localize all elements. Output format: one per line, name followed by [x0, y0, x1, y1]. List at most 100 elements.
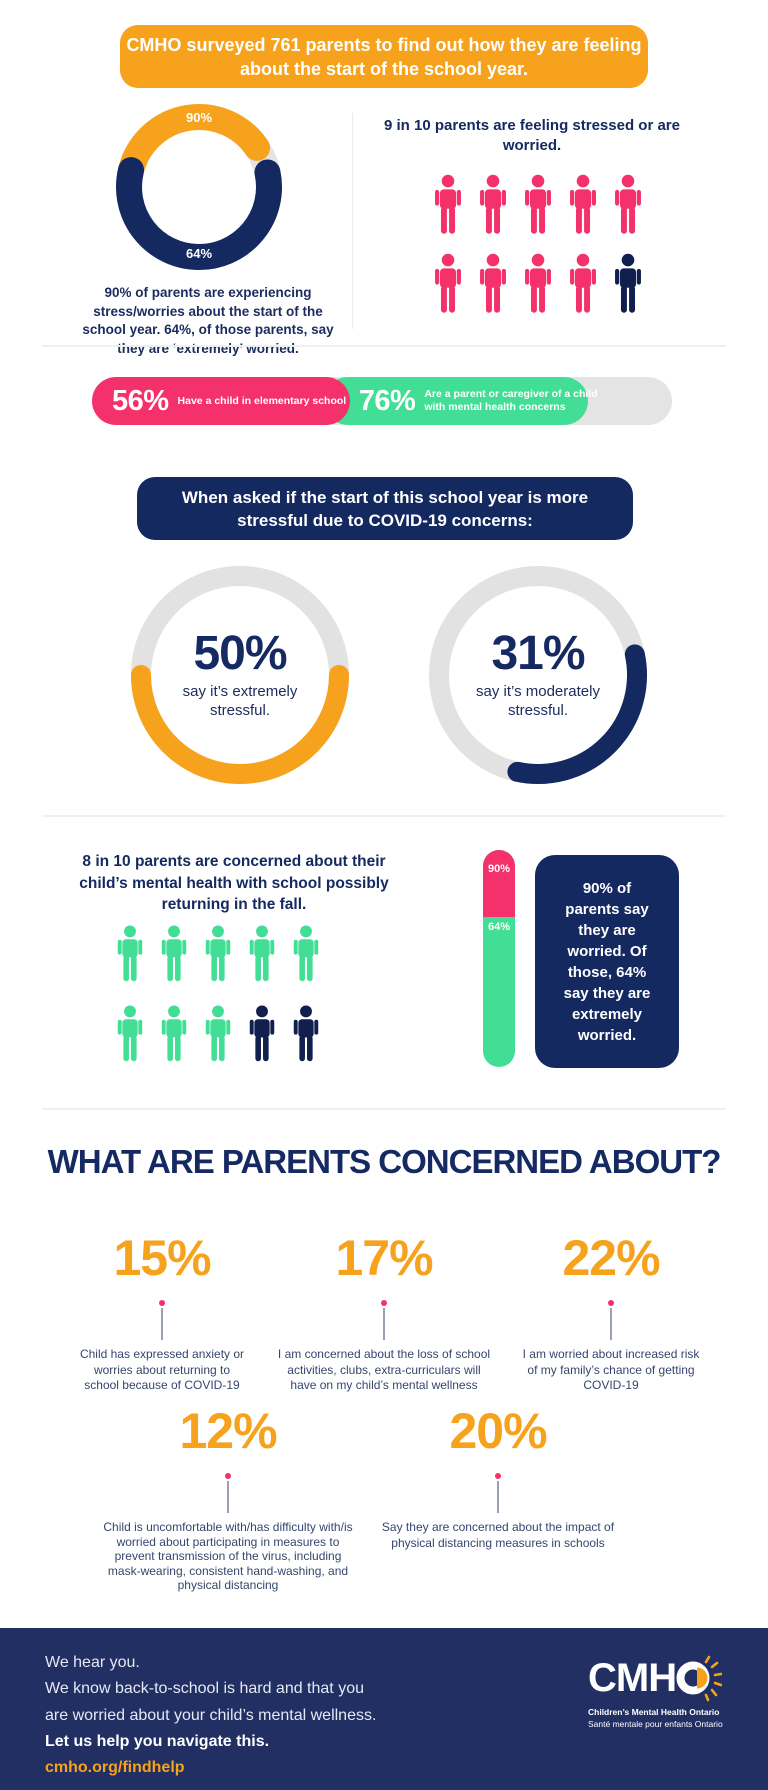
stat-connector-line	[161, 1308, 163, 1340]
cmho-logo-wordmark: CMH	[588, 1654, 738, 1702]
stat-text-distancing: Say they are concerned about the impact …	[381, 1520, 615, 1550]
stat-covid-risk: 22% I am worried about increased risk of…	[511, 1232, 711, 1394]
ring-pct-50: 50%	[193, 627, 287, 680]
stat-dot	[495, 1473, 501, 1479]
stat-text-covid-risk: I am worried about increased risk of my …	[522, 1347, 700, 1392]
person-icon	[205, 1005, 231, 1062]
stat-dot	[159, 1300, 165, 1306]
covid-question-text: When asked if the start of this school y…	[181, 487, 589, 530]
bar-label-64: 64%	[487, 921, 511, 933]
divider	[42, 1108, 726, 1110]
pill-pct-56: 56%	[112, 384, 169, 417]
ring-arc-31	[429, 566, 647, 784]
person-icon	[480, 174, 506, 234]
pill-label-elementary: 56% Have a child in elementary school	[112, 377, 346, 425]
person-icon	[249, 925, 275, 982]
pictograph-concerned-parents	[113, 923, 323, 1065]
stat-dot	[225, 1473, 231, 1479]
pill-bar-chart: 56% Have a child in elementary school 76…	[92, 377, 672, 425]
donut-label-90: 90%	[185, 110, 213, 125]
stat-text-measures: Child is uncomfortable with/has difficul…	[103, 1520, 353, 1592]
person-icon	[525, 174, 551, 234]
pill-label-caregiver: 76% Are a parent or caregiver of a child…	[359, 377, 605, 425]
person-icon	[161, 925, 187, 982]
stat-text-anxiety: Child has expressed anxiety or worries a…	[79, 1347, 245, 1392]
person-icon	[117, 1005, 143, 1062]
person-icon	[615, 253, 641, 313]
person-icon	[525, 253, 551, 313]
ring-label-31: say it’s moderately stressful.	[476, 683, 600, 719]
cmho-logo: CMH Children’s Mental Health Ontario	[588, 1654, 738, 1730]
person-icon	[117, 925, 143, 982]
header-banner: CMHO surveyed 761 parents to find out ho…	[120, 25, 648, 88]
stat-connector-line	[227, 1481, 229, 1513]
pill-pct-76: 76%	[358, 384, 416, 417]
pill-text-elementary: Have a child in elementary school	[177, 394, 347, 407]
divider	[42, 345, 726, 347]
person-icon	[480, 253, 506, 313]
footer-line-2: We know back-to-school is hard and that …	[45, 1680, 364, 1698]
stat-text-activities: I am concerned about the loss of school …	[277, 1347, 491, 1392]
stat-pct-17: 17%	[335, 1230, 433, 1286]
cmho-logo-sun-icon	[676, 1655, 723, 1702]
donut-caption: 90% of parents are experiencing stress/w…	[82, 285, 334, 356]
pill-segment-green	[324, 377, 588, 425]
covid-question-banner: When asked if the start of this school y…	[137, 477, 633, 540]
pictograph-heading-concerned: 8 in 10 parents are concerned about thei…	[79, 853, 389, 913]
stat-connector-line	[497, 1481, 499, 1513]
cmho-logo-text: CMH	[588, 1656, 677, 1700]
person-icon	[249, 1005, 275, 1062]
footer-bold-line: Let us help you navigate this.	[45, 1732, 270, 1750]
person-icon	[570, 174, 596, 234]
person-icon	[615, 174, 641, 234]
person-icon	[205, 925, 231, 982]
stress-donut-chart: 90% 64%	[115, 103, 283, 271]
stat-dot	[608, 1300, 614, 1306]
header-banner-text: CMHO surveyed 761 parents to find out ho…	[126, 34, 642, 79]
bar-label-90: 90%	[487, 863, 511, 875]
concerns-heading: WHAT ARE PARENTS CONCERNED ABOUT?	[47, 1143, 722, 1180]
stat-pct-15: 15%	[113, 1230, 211, 1286]
pill-text-caregiver: Are a parent or caregiver of a child wit…	[424, 388, 598, 413]
stat-pct-12: 12%	[179, 1403, 277, 1459]
stat-anxiety: 15% Child has expressed anxiety or worri…	[62, 1232, 262, 1394]
cmho-logo-subtitle: Children’s Mental Health Ontario Santé m…	[588, 1706, 738, 1730]
ring-chart-extremely: 50% say it’s extremely stressful.	[130, 565, 350, 785]
ring-overlay-50: 50% say it’s extremely stressful.	[130, 565, 350, 785]
ring-overlay-31: 31% say it’s moderately stressful.	[428, 565, 648, 785]
stat-pct-22: 22%	[562, 1230, 660, 1286]
footer-line-3: are worried about your child’s mental we…	[45, 1706, 377, 1724]
stat-connector-line	[610, 1308, 612, 1340]
footer: We hear you. We know back-to-school is h…	[0, 1628, 768, 1790]
vertical-divider	[352, 113, 353, 329]
bar-segment-pink	[483, 850, 515, 918]
person-icon	[161, 1005, 187, 1062]
cmho-logo-sub-en: Children’s Mental Health Ontario	[588, 1707, 720, 1717]
pictograph-heading-stressed: 9 in 10 parents are feeling stressed or …	[384, 117, 680, 154]
worried-callout-box: 90% of parents say they are worried. Of …	[535, 855, 679, 1068]
stat-pct-20: 20%	[449, 1403, 547, 1459]
stacked-bar-chart: 90% 64%	[483, 850, 515, 1067]
footer-message: We hear you. We know back-to-school is h…	[45, 1650, 376, 1781]
ring-arc-50	[131, 566, 349, 784]
person-icon	[570, 253, 596, 313]
worried-callout-text: 90% of parents say they are worried. Of …	[563, 879, 651, 1044]
divider	[42, 815, 726, 817]
pictograph-stressed-parents	[430, 172, 646, 317]
person-icon	[293, 1005, 319, 1062]
stat-measures: 12% Child is uncomfortable with/has diff…	[103, 1405, 353, 1593]
cmho-logo-sub-fr: Santé mentale pour enfants Ontario	[588, 1719, 723, 1729]
footer-line-1: We hear you.	[45, 1654, 140, 1671]
ring-chart-moderately: 31% say it’s moderately stressful.	[428, 565, 648, 785]
stat-activities: 17% I am concerned about the loss of sch…	[272, 1232, 496, 1394]
person-icon	[435, 174, 461, 234]
stat-connector-line	[383, 1308, 385, 1340]
findhelp-link[interactable]: cmho.org/findhelp	[45, 1759, 185, 1777]
donut-arcs	[116, 104, 282, 270]
stat-distancing: 20% Say they are concerned about the imp…	[370, 1405, 626, 1551]
ring-label-50: say it’s extremely stressful.	[182, 683, 298, 719]
person-icon	[435, 253, 461, 313]
person-icon	[293, 925, 319, 982]
pill-segment-pink	[92, 377, 351, 425]
